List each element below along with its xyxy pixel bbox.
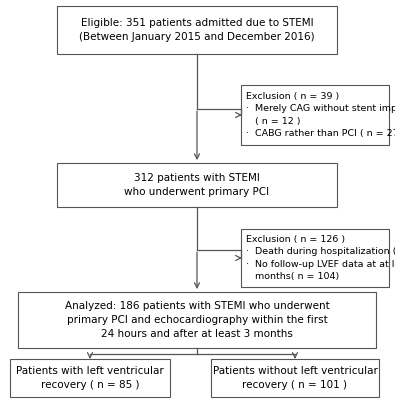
Bar [241, 229, 389, 287]
Bar [10, 359, 170, 397]
Text: 312 patients with STEMI
who underwent primary PCI: 312 patients with STEMI who underwent pr… [124, 173, 269, 197]
Text: Patients without left ventricular
recovery ( n = 101 ): Patients without left ventricular recove… [213, 366, 378, 390]
Text: Exclusion ( n = 39 )
·  Merely CAG without stent implantation
   ( n = 12 )
·  C: Exclusion ( n = 39 ) · Merely CAG withou… [246, 92, 395, 138]
Bar [57, 6, 337, 54]
Text: Analyzed: 186 patients with STEMI who underwent
primary PCI and echocardiography: Analyzed: 186 patients with STEMI who un… [65, 302, 329, 338]
Bar [241, 85, 389, 145]
Text: Exclusion ( n = 126 )
·  Death during hospitalization ( n = 22)
·  No follow-up : Exclusion ( n = 126 ) · Death during hos… [246, 235, 395, 281]
Bar [57, 163, 337, 207]
Text: Eligible: 351 patients admitted due to STEMI
(Between January 2015 and December : Eligible: 351 patients admitted due to S… [79, 18, 315, 42]
Text: Patients with left ventricular
recovery ( n = 85 ): Patients with left ventricular recovery … [16, 366, 164, 390]
Bar [211, 359, 379, 397]
Bar [18, 292, 376, 348]
